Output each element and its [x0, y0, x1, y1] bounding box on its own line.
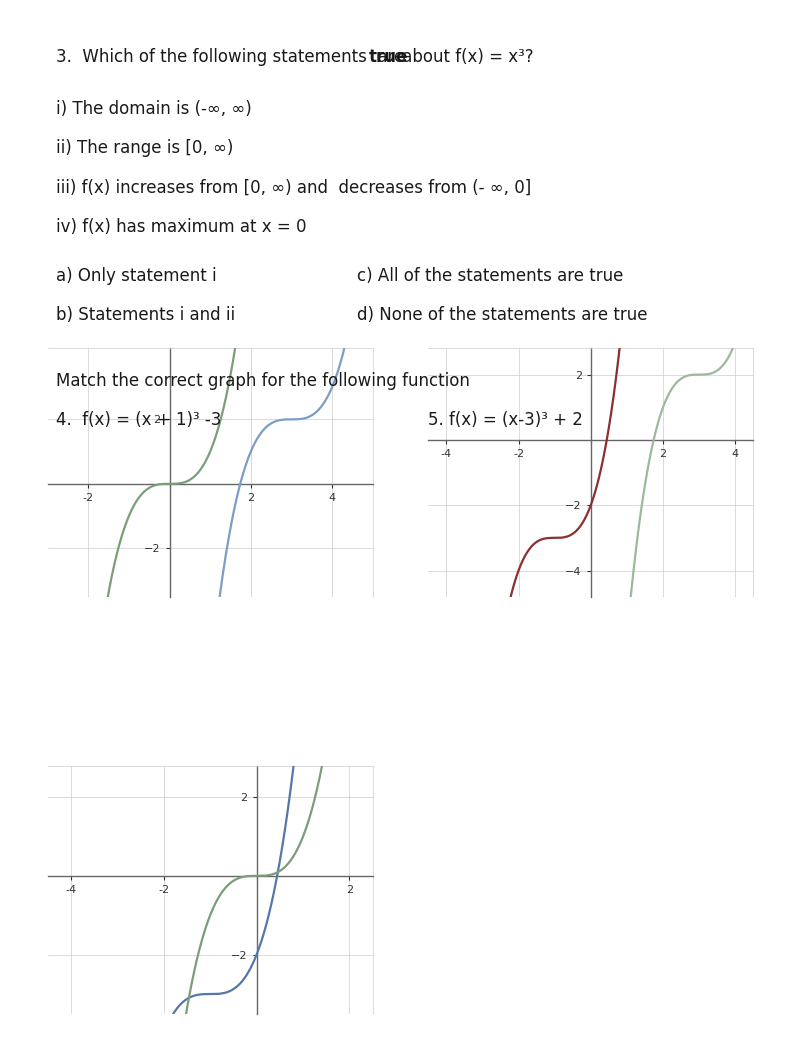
Text: 4.  f(x) = (x + 1)³ -3: 4. f(x) = (x + 1)³ -3: [56, 411, 221, 429]
Text: iv) f(x) has maximum at x = 0: iv) f(x) has maximum at x = 0: [56, 218, 306, 235]
Text: about f(x) = x³?: about f(x) = x³?: [397, 48, 534, 65]
Text: 3.  Which of the following statements  are: 3. Which of the following statements are: [56, 48, 409, 65]
Text: iii) f(x) increases from [0, ∞) and  decreases from (- ∞, 0]: iii) f(x) increases from [0, ∞) and decr…: [56, 178, 531, 196]
Text: true: true: [369, 48, 408, 65]
Text: b) Statements i and ii: b) Statements i and ii: [56, 306, 235, 324]
Text: c) All of the statements are true: c) All of the statements are true: [357, 267, 623, 285]
Text: 5. f(x) = (x-3)³ + 2: 5. f(x) = (x-3)³ + 2: [428, 411, 583, 429]
Text: d) None of the statements are true: d) None of the statements are true: [357, 306, 647, 324]
Text: Match the correct graph for the following function: Match the correct graph for the followin…: [56, 372, 469, 390]
Text: a) Only statement i: a) Only statement i: [56, 267, 216, 285]
Text: ii) The range is [0, ∞): ii) The range is [0, ∞): [56, 139, 233, 157]
Text: i) The domain is (-∞, ∞): i) The domain is (-∞, ∞): [56, 100, 251, 118]
